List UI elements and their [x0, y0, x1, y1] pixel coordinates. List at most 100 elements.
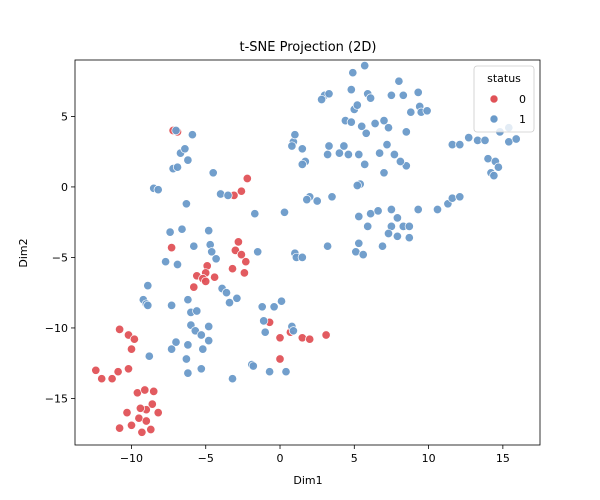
data-point-status-1 [422, 106, 432, 116]
data-point-status-1 [265, 367, 275, 377]
data-point-status-1 [352, 100, 362, 110]
data-point-status-1 [323, 241, 333, 251]
data-point-status-1 [204, 336, 214, 346]
data-point-status-0 [239, 268, 249, 278]
data-point-status-1 [404, 233, 414, 243]
data-point-status-1 [196, 364, 206, 374]
data-point-status-1 [288, 326, 298, 336]
data-point-status-1 [360, 159, 370, 169]
data-point-status-0 [123, 364, 134, 374]
data-point-status-1 [257, 302, 267, 312]
data-point-status-1 [375, 148, 385, 158]
legend: status 0 1 [473, 65, 535, 133]
data-point-status-1 [361, 128, 371, 138]
data-point-status-1 [260, 327, 270, 337]
data-point-status-0 [210, 272, 220, 282]
data-point-status-1 [324, 89, 334, 99]
data-point-status-0 [227, 264, 238, 274]
data-point-status-1 [386, 204, 396, 215]
data-point-status-1 [253, 247, 263, 257]
data-point-status-0 [321, 330, 331, 340]
x-tick-label: 15 [496, 452, 510, 465]
data-point-status-1 [297, 144, 307, 154]
data-point-status-1 [181, 199, 191, 209]
x-axis-label: Dim1 [293, 474, 322, 487]
legend-label-status-0: 0 [519, 93, 526, 106]
data-point-status-1 [324, 141, 334, 151]
data-point-status-1 [223, 190, 233, 200]
data-point-status-0 [275, 354, 285, 364]
data-point-status-1 [395, 156, 405, 167]
data-point-status-1 [358, 250, 368, 260]
data-point-status-1 [269, 302, 279, 312]
data-point-status-1 [161, 257, 171, 267]
x-tick-label: 0 [277, 452, 284, 465]
data-point-status-1 [196, 330, 206, 340]
data-point-status-1 [455, 140, 465, 150]
data-point-status-1 [167, 344, 177, 354]
data-point-status-1 [339, 141, 349, 151]
data-point-status-1 [363, 221, 373, 231]
data-point-status-0 [149, 386, 159, 396]
data-point-status-1 [143, 300, 153, 310]
data-point-status-0 [91, 365, 101, 375]
data-point-status-1 [187, 130, 197, 140]
data-point-status-1 [379, 168, 389, 178]
data-point-status-1 [383, 228, 394, 239]
data-point-status-1 [489, 171, 499, 181]
x-tick-label: 5 [351, 452, 358, 465]
data-point-status-0 [233, 237, 243, 247]
data-point-status-0 [236, 186, 246, 196]
data-point-status-1 [392, 231, 402, 241]
legend-label-status-1: 1 [519, 113, 526, 126]
x-tick-label: −10 [120, 452, 143, 465]
data-point-status-0 [107, 374, 117, 384]
data-point-status-1 [352, 180, 362, 191]
data-point-status-1 [360, 61, 370, 71]
data-point-status-0 [275, 333, 285, 343]
y-tick-label: −5 [52, 251, 68, 264]
legend-title: status [487, 72, 521, 85]
points-layer [91, 61, 521, 437]
data-point-status-1 [232, 293, 242, 303]
data-point-status-1 [404, 221, 414, 231]
data-point-status-1 [493, 162, 503, 172]
chart-title: t-SNE Projection (2D) [240, 40, 377, 55]
data-point-status-1 [204, 226, 214, 236]
data-point-status-0 [140, 385, 150, 395]
data-point-status-1 [464, 133, 474, 143]
data-point-status-1 [312, 196, 322, 206]
x-tick-label: −5 [198, 452, 214, 465]
data-point-status-1 [276, 296, 287, 306]
y-tick-label: −15 [45, 392, 68, 405]
data-point-status-1 [183, 295, 193, 305]
legend-marker-status-1 [489, 114, 499, 124]
data-point-status-0 [305, 334, 315, 344]
data-point-status-1 [354, 211, 364, 222]
x-axis-ticks: −10 −5 0 5 10 15 [120, 445, 510, 465]
data-point-status-0 [126, 420, 137, 430]
data-point-status-1 [406, 107, 416, 117]
y-tick-label: 5 [61, 110, 68, 123]
data-point-status-1 [480, 135, 490, 145]
y-axis-ticks: −15 −10 −5 0 5 [45, 110, 75, 405]
data-point-status-1 [386, 90, 396, 100]
data-point-status-1 [180, 144, 190, 154]
data-point-status-1 [327, 192, 337, 202]
data-point-status-0 [167, 243, 177, 253]
data-point-status-0 [146, 424, 156, 435]
data-point-status-0 [242, 173, 252, 184]
data-point-status-0 [297, 333, 307, 343]
data-point-status-1 [165, 227, 175, 237]
data-point-status-1 [279, 207, 290, 217]
data-point-status-1 [432, 204, 443, 215]
data-point-status-1 [373, 206, 383, 216]
data-point-status-1 [143, 281, 153, 291]
data-point-status-1 [144, 351, 154, 361]
data-point-status-1 [172, 259, 183, 270]
data-point-status-1 [181, 354, 191, 364]
data-point-status-1 [398, 90, 408, 100]
x-tick-label: 10 [422, 452, 436, 465]
y-axis-label: Dim2 [17, 238, 30, 267]
